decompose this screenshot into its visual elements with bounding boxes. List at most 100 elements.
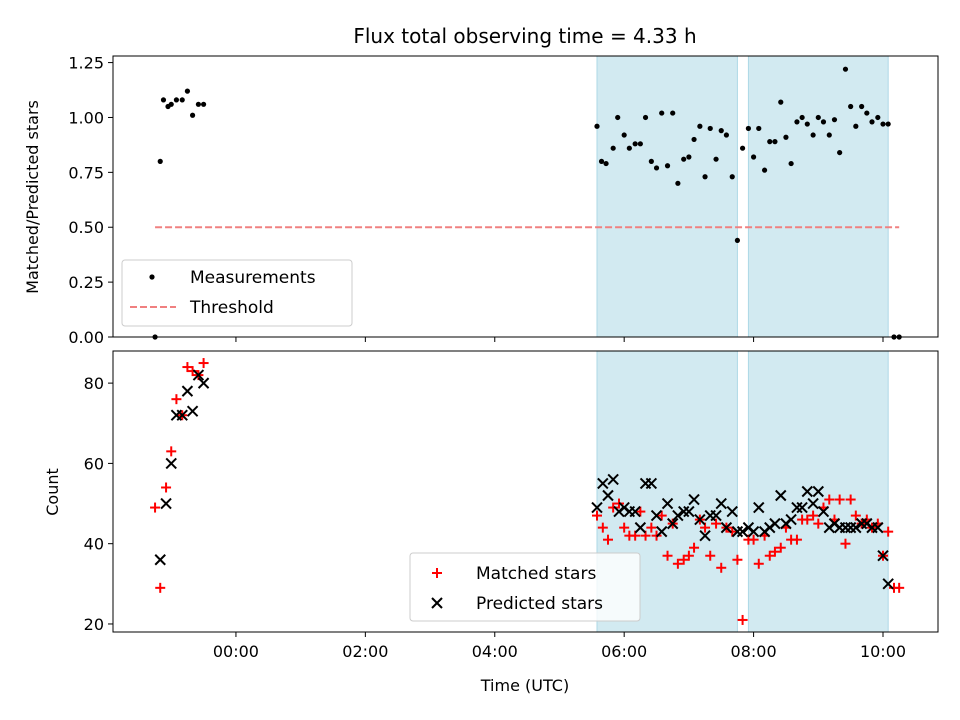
matched-point-18 bbox=[635, 506, 646, 517]
matched-point-28 bbox=[689, 542, 700, 553]
predicted-point-38-b bbox=[747, 525, 760, 538]
predicted-point-48 bbox=[801, 485, 814, 498]
measurement-point-24 bbox=[664, 163, 671, 169]
bottom-y-ticks: 20 40 60 80 bbox=[84, 374, 113, 634]
measurement-point-9 bbox=[195, 101, 202, 107]
predicted-point-20 bbox=[650, 509, 663, 522]
matched-point-26 bbox=[678, 554, 689, 565]
top-x-ticks bbox=[235, 337, 884, 342]
top-legend-box bbox=[121, 259, 353, 327]
predicted-point-49 bbox=[807, 497, 819, 510]
predicted-point-39 bbox=[753, 501, 765, 514]
predicted-point-25-b bbox=[677, 505, 690, 518]
measurement-point-53 bbox=[820, 119, 827, 125]
measurement-point-41 bbox=[756, 125, 762, 132]
measurement-point-21 bbox=[648, 158, 654, 164]
measurement-point-13 bbox=[603, 160, 609, 167]
legend-measurements-label: Measurements bbox=[190, 268, 316, 288]
measurement-point-25 bbox=[670, 110, 676, 116]
predicted-point-28 bbox=[694, 513, 706, 526]
matched-point-56 bbox=[840, 538, 851, 549]
predicted-point-62-b bbox=[877, 550, 889, 562]
matched-point-44 bbox=[775, 542, 786, 553]
measurement-point-62 bbox=[869, 119, 875, 125]
predicted-point-29-b bbox=[699, 529, 711, 542]
predicted-point-7-b bbox=[192, 369, 205, 381]
measurement-point-28 bbox=[686, 154, 692, 160]
matched-point-10 bbox=[592, 510, 602, 521]
predicted-point-4 bbox=[176, 409, 188, 421]
y-tick-label-0: 0.00 bbox=[68, 328, 104, 347]
matched-point-2 bbox=[161, 482, 172, 493]
predicted-point-50-b bbox=[812, 485, 825, 498]
predicted-point-11-b bbox=[602, 489, 614, 502]
bottom-x-ticks: 00:00 02:00 04:00 06:00 08:00 10:00 bbox=[213, 632, 906, 661]
predicted-point-11 bbox=[602, 489, 614, 502]
matched-point-37 bbox=[737, 614, 748, 625]
matched-point-33 bbox=[716, 562, 727, 573]
measurement-point-7 bbox=[184, 88, 191, 94]
measurement-point-8 bbox=[189, 112, 196, 118]
matched-point-39 bbox=[748, 534, 759, 545]
measurement-point-37 bbox=[734, 237, 741, 244]
bottom-legend-box bbox=[409, 552, 641, 622]
measurement-point-65 bbox=[885, 121, 891, 127]
measurement-point-54 bbox=[826, 132, 832, 138]
x-tick-label-3: 06:00 bbox=[601, 642, 647, 661]
predicted-point-2 bbox=[165, 457, 177, 470]
predicted-point-24 bbox=[672, 509, 684, 522]
predicted-point-61-b bbox=[872, 521, 884, 534]
predicted-point-12 bbox=[607, 473, 619, 486]
measurement-point-55 bbox=[831, 117, 838, 123]
predicted-point-4-b bbox=[176, 409, 188, 421]
predicted-point-47 bbox=[796, 501, 808, 514]
predicted-point-10-b bbox=[597, 477, 609, 490]
measurement-point-1 bbox=[157, 158, 163, 164]
matched-point-23 bbox=[662, 550, 673, 561]
legend-predicted-glyph bbox=[431, 597, 443, 609]
predicted-point-5-b bbox=[181, 385, 194, 397]
measurement-point-11 bbox=[594, 123, 600, 129]
predicted-point-31-b bbox=[710, 509, 722, 522]
predicted-point-48-b bbox=[801, 485, 814, 498]
measurement-point-27 bbox=[681, 156, 687, 162]
top-axes-frame bbox=[112, 55, 939, 338]
matched-point-47 bbox=[791, 534, 802, 545]
bottom-legend: Matched stars Predicted stars bbox=[409, 552, 641, 622]
matched-point-20 bbox=[646, 522, 657, 533]
measurement-point-26 bbox=[675, 180, 681, 186]
top-observing-spans bbox=[596, 55, 889, 338]
measurement-point-34 bbox=[718, 128, 724, 134]
predicted-point-1 bbox=[160, 497, 172, 510]
measurement-point-20 bbox=[642, 114, 649, 121]
predicted-point-21 bbox=[655, 525, 668, 538]
predicted-point-23-b bbox=[666, 517, 679, 530]
predicted-point-19-b bbox=[645, 477, 658, 490]
predicted-point-17-b bbox=[634, 521, 647, 534]
predicted-point-9 bbox=[591, 501, 603, 514]
predicted-point-23 bbox=[666, 517, 679, 530]
measurement-point-47 bbox=[788, 160, 794, 167]
predicted-point-27 bbox=[688, 493, 700, 506]
predicted-point-5 bbox=[181, 385, 194, 397]
predicted-point-2-b bbox=[165, 457, 177, 470]
measurement-point-58 bbox=[848, 103, 854, 110]
matched-point-42 bbox=[764, 550, 775, 561]
predicted-point-34-b bbox=[726, 505, 738, 518]
matched-point-22 bbox=[656, 510, 667, 521]
predicted-point-35-b bbox=[731, 525, 744, 538]
predicted-point-57 bbox=[850, 521, 862, 534]
predicted-point-58-b bbox=[855, 517, 868, 530]
legend-predicted-marker bbox=[431, 597, 443, 609]
predicted-point-63 bbox=[882, 578, 894, 590]
measurement-point-51 bbox=[810, 132, 816, 138]
matched-point-3 bbox=[166, 446, 177, 457]
measurement-point-30 bbox=[697, 123, 703, 129]
matched-point-57 bbox=[845, 494, 856, 505]
x-tick-label-1: 02:00 bbox=[342, 642, 388, 661]
measurement-point-15 bbox=[615, 114, 621, 121]
predicted-point-16 bbox=[629, 505, 641, 518]
predicted-point-26-b bbox=[683, 505, 695, 518]
measurement-point-52 bbox=[815, 114, 821, 121]
